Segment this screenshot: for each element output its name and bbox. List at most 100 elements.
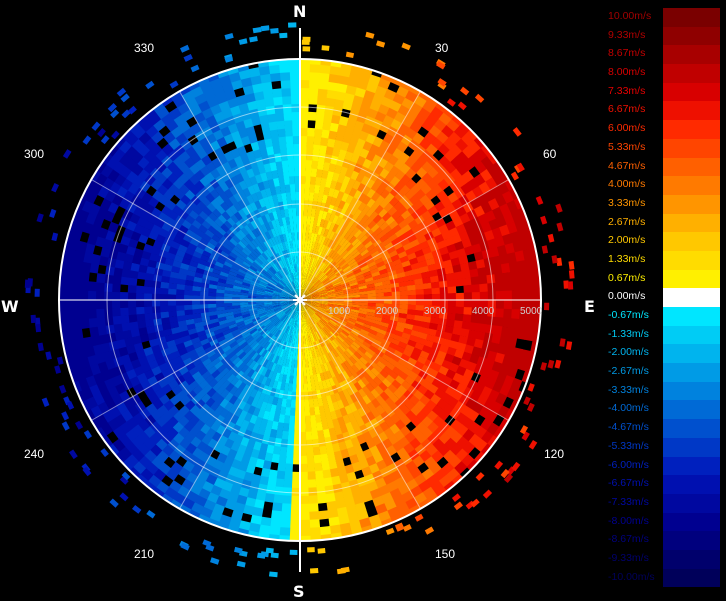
velocity-gate: [299, 415, 306, 425]
velocity-gate: [304, 310, 309, 319]
legend-label: 4.67m/s: [608, 159, 646, 172]
velocity-gate: [293, 280, 297, 289]
velocity-gate: [208, 378, 218, 389]
velocity-gate: [207, 303, 217, 309]
velocity-gate: [280, 293, 289, 297]
velocity-gate: [353, 162, 363, 174]
velocity-gate: [292, 264, 296, 273]
velocity-gate: [409, 352, 421, 362]
velocity-gate: [268, 314, 277, 320]
velocity-gate: [367, 299, 377, 304]
velocity-gate: [82, 221, 94, 234]
velocity-gate: [210, 221, 221, 231]
velocity-gate: [306, 447, 314, 457]
velocity-gate: [365, 280, 375, 286]
velocity-gate: [422, 276, 432, 284]
velocity-gate: [306, 282, 312, 291]
velocity-gate: [487, 282, 497, 292]
velocity-gate: [219, 341, 230, 350]
velocity-gate: [349, 454, 360, 465]
velocity-gate: [160, 311, 170, 319]
velocity-gate: [227, 273, 237, 280]
velocity-gate: [319, 305, 328, 309]
velocity-gate: [286, 350, 291, 360]
velocity-gate: [314, 323, 320, 332]
velocity-gate: [294, 231, 298, 241]
velocity-gate: [358, 517, 372, 529]
velocity-gate: [228, 395, 238, 406]
velocity-gate: [315, 478, 325, 488]
velocity-gate: [361, 267, 371, 274]
velocity-gate: [271, 276, 279, 283]
velocity-gate: [402, 348, 413, 358]
velocity-gate: [282, 233, 288, 243]
velocity-gate: [360, 248, 370, 257]
velocity-gate: [315, 112, 325, 122]
legend-swatch: [663, 232, 720, 251]
velocity-gate: [503, 281, 513, 292]
velocity-gate: [353, 189, 363, 200]
velocity-gate: [337, 364, 346, 374]
velocity-gate: [357, 182, 367, 193]
velocity-gate: [119, 307, 129, 316]
velocity-gate: [353, 361, 363, 371]
velocity-gate: [215, 299, 225, 304]
velocity-gate: [310, 232, 315, 242]
velocity-gate: [327, 296, 337, 299]
velocity-gate: [486, 238, 498, 250]
velocity-gate: [451, 233, 463, 244]
velocity-gate: [311, 295, 321, 298]
velocity-gate: [279, 300, 288, 302]
velocity-gate: [63, 309, 73, 321]
velocity-gate: [488, 218, 500, 231]
velocity-gate: [302, 279, 305, 289]
velocity-gate: [292, 311, 296, 320]
velocity-gate: [321, 129, 331, 139]
velocity-gate: [231, 356, 241, 366]
velocity-gate: [304, 407, 311, 417]
velocity-gate: [415, 155, 428, 168]
velocity-gate: [315, 414, 322, 424]
velocity-gate: [303, 300, 313, 304]
velocity-gate: [280, 268, 286, 277]
velocity-gate: [299, 439, 307, 449]
velocity-gate: [329, 341, 337, 350]
velocity-gate: [426, 96, 439, 107]
velocity-gate: [260, 467, 271, 478]
velocity-gate: [225, 382, 235, 393]
velocity-gate: [439, 306, 449, 314]
velocity-gate: [353, 444, 364, 455]
velocity-gate: [348, 366, 357, 376]
velocity-gate: [368, 74, 382, 86]
velocity-gate: [290, 272, 294, 282]
velocity-gate: [152, 280, 162, 288]
velocity-gate: [59, 299, 65, 311]
velocity-gate: [311, 293, 320, 297]
velocity-gate: [345, 348, 355, 357]
velocity-gate: [271, 301, 281, 304]
velocity-gate: [339, 261, 348, 269]
velocity-gate: [455, 299, 465, 308]
velocity-gate: [377, 328, 387, 336]
legend-label: 0.00m/s: [608, 290, 646, 303]
velocity-gate: [128, 314, 138, 323]
velocity-gate-outer: [270, 552, 279, 559]
legend-row: -5.33m/s: [606, 437, 720, 457]
velocity-gate: [313, 241, 319, 251]
velocity-gate: [309, 71, 321, 81]
velocity-gate: [320, 263, 328, 272]
velocity-gate-outer: [528, 440, 538, 450]
velocity-gate: [289, 183, 296, 193]
velocity-gate: [299, 175, 306, 185]
velocity-gate: [363, 89, 376, 101]
velocity-gate: [411, 224, 422, 235]
velocity-gate: [240, 135, 251, 146]
velocity-gate-outer: [511, 461, 521, 472]
velocity-gate: [348, 110, 360, 121]
velocity-gate: [268, 211, 275, 222]
velocity-gate: [130, 328, 140, 338]
velocity-gate: [201, 219, 212, 230]
velocity-gate: [233, 211, 243, 221]
velocity-gate: [255, 345, 264, 355]
legend-row: -2.00m/s: [606, 344, 720, 364]
